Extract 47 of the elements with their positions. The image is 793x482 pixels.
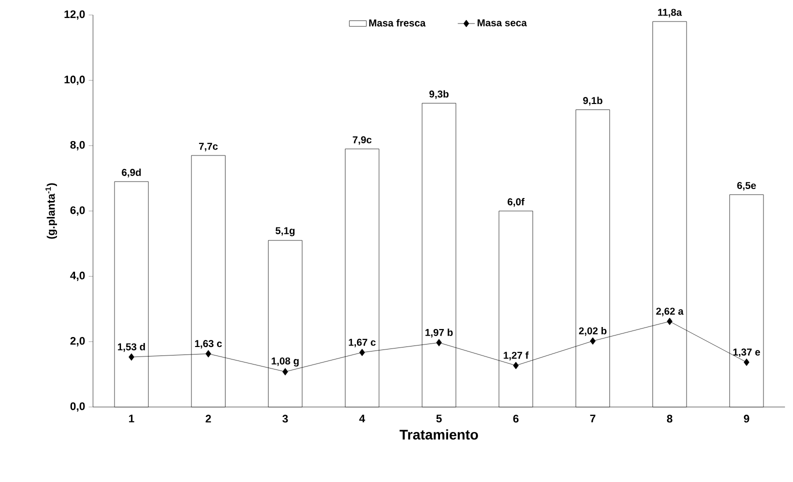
data-label: 7,7c	[199, 142, 218, 152]
legend-label: Masa seca	[478, 19, 527, 26]
point	[744, 358, 750, 366]
x-axis-title: Tratamiento	[400, 429, 478, 440]
y-tick-label: 6,0	[70, 206, 85, 216]
y-tick-label: 0,0	[70, 402, 85, 412]
data-label: 11,8a	[658, 8, 682, 18]
x-tick-label: 5	[436, 414, 442, 422]
y-tick-label: 12,0	[64, 10, 85, 20]
data-label: 6,9d	[122, 168, 141, 178]
data-label: 1,63 c	[195, 340, 222, 349]
data-label: 9,3b	[429, 90, 449, 99]
legend-label: Masa fresca	[369, 19, 426, 26]
x-tick-label: 6	[513, 414, 519, 423]
y-tick-label: 4,0	[70, 272, 85, 282]
x-tick-label: 8	[666, 414, 672, 423]
point	[590, 337, 596, 345]
point	[206, 350, 212, 358]
y-tick-label: 2,0	[70, 337, 85, 346]
point	[436, 338, 442, 346]
data-label: 5,1g	[276, 227, 295, 236]
y-axis-title: (g.planta$^{-1}$)	[45, 183, 58, 239]
point	[666, 318, 672, 326]
data-label: 6,5e	[737, 182, 756, 190]
data-label: 1,27 f	[504, 352, 529, 360]
data-label: 1,67 c	[348, 338, 376, 348]
data-label: 1,97 b	[426, 328, 453, 338]
x-tick-label: 1	[129, 414, 134, 422]
data-label: 7,9c	[352, 136, 372, 145]
data-label: 6,0f	[508, 198, 524, 207]
x-tick-label: 3	[282, 414, 288, 423]
x-tick-label: 4	[359, 414, 366, 422]
data-label: 1,08 g	[272, 357, 299, 367]
y-tick-label: 10,0	[64, 76, 85, 86]
point	[359, 348, 365, 356]
data-label: 1,53 d	[118, 343, 145, 352]
data-label: 2,62 a	[656, 308, 684, 316]
point	[282, 368, 288, 376]
data-label: 2,02 b	[579, 327, 606, 336]
x-tick-label: 2	[206, 414, 211, 422]
point	[513, 362, 519, 370]
y-tick-label: 8,0	[70, 141, 85, 150]
data-label: 9,1b	[583, 96, 602, 106]
point	[128, 353, 134, 361]
x-tick-label: 7	[590, 414, 596, 422]
x-tick-label: 9	[744, 414, 750, 423]
data-label: 1,37 e	[733, 348, 760, 358]
